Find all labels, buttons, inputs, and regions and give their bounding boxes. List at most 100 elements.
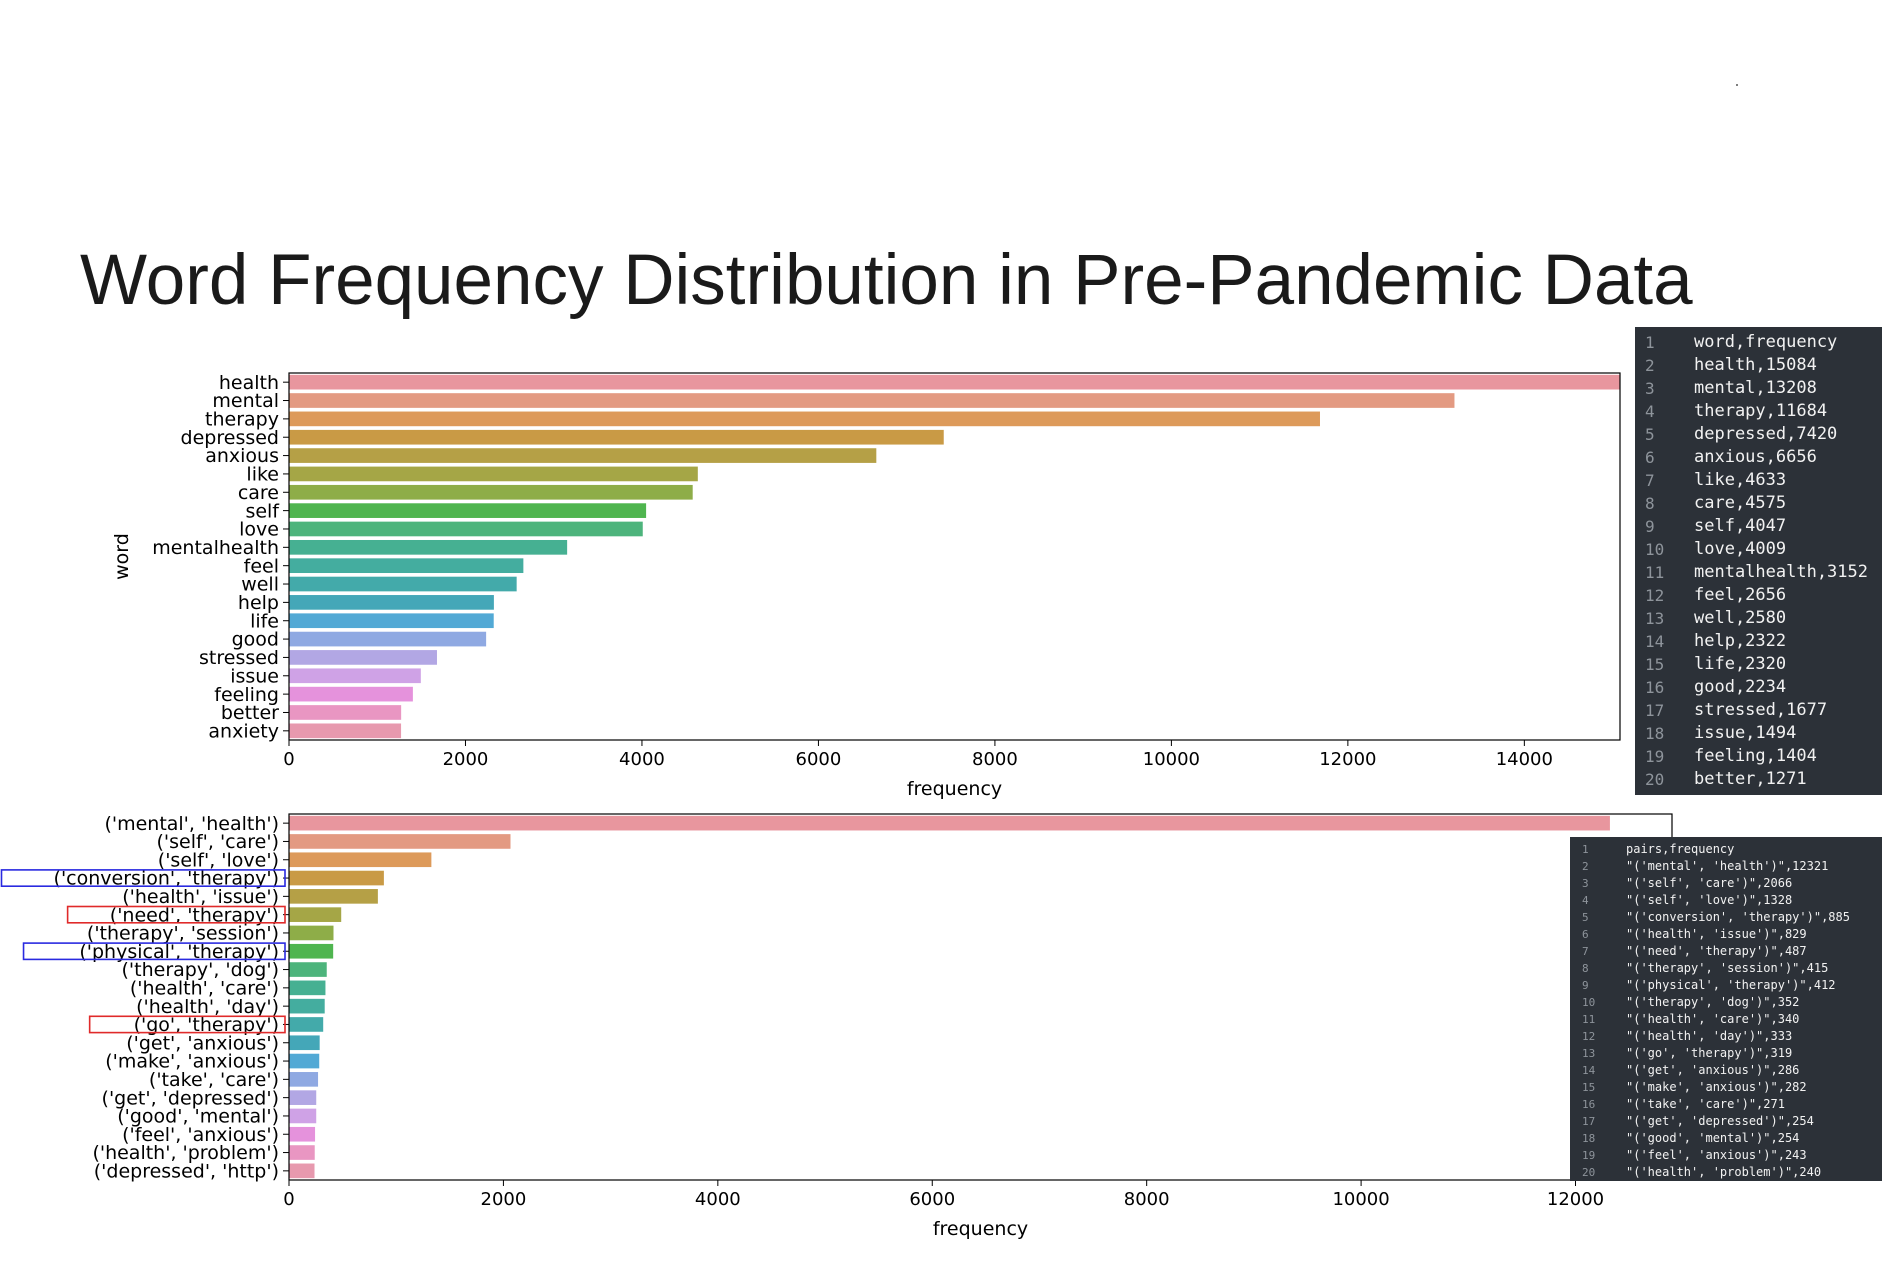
csv-line: 17 stressed,1677 bbox=[1635, 699, 1882, 722]
slide-title: Word Frequency Distribution in Pre-Pande… bbox=[80, 241, 1693, 320]
csv-line-text: "('self', 'care')",2066 bbox=[1626, 876, 1793, 890]
csv-line: 10 love,4009 bbox=[1635, 538, 1882, 561]
bar-1-15 bbox=[289, 1090, 317, 1105]
category-label: mental bbox=[212, 390, 279, 412]
line-number: 3 bbox=[1645, 379, 1655, 398]
x-tick-label: 0 bbox=[283, 749, 294, 770]
line-number: 4 bbox=[1582, 894, 1589, 907]
bar-0-12 bbox=[289, 595, 494, 610]
category-label: ('need', 'therapy') bbox=[110, 904, 279, 926]
line-number: 14 bbox=[1582, 1064, 1596, 1077]
bar-0-19 bbox=[289, 723, 402, 739]
csv-line-text: "('mental', 'health')",12321 bbox=[1626, 859, 1829, 873]
category-label: ('get', 'anxious') bbox=[126, 1032, 279, 1054]
line-number: 9 bbox=[1645, 517, 1655, 536]
bar-1-8 bbox=[289, 962, 327, 977]
bar-0-8 bbox=[289, 521, 643, 537]
x-tick-label: 4000 bbox=[619, 749, 665, 770]
csv-line-text: "('health', 'problem')",240 bbox=[1626, 1165, 1822, 1179]
x-tick-label: 4000 bbox=[695, 1189, 741, 1210]
csv-line: 8 "('therapy', 'session')",415 bbox=[1570, 960, 1882, 977]
line-number: 12 bbox=[1582, 1030, 1596, 1043]
bar-0-13 bbox=[289, 613, 494, 629]
category-label: ('go', 'therapy') bbox=[134, 1014, 279, 1036]
bar-1-16 bbox=[289, 1108, 317, 1124]
bar-1-14 bbox=[289, 1072, 319, 1087]
csv-line: 4 "('self', 'love')",1328 bbox=[1570, 892, 1882, 909]
category-label: ('good', 'mental') bbox=[117, 1106, 279, 1128]
csv-line-text: "('self', 'love')",1328 bbox=[1626, 893, 1793, 907]
csv-line-text: issue,1494 bbox=[1694, 723, 1797, 743]
bar-1-1 bbox=[289, 834, 511, 849]
line-number: 8 bbox=[1645, 494, 1655, 513]
x-tick-label: 2000 bbox=[481, 1189, 527, 1210]
csv-line: 19 feeling,1404 bbox=[1635, 745, 1882, 768]
bar-0-5 bbox=[289, 466, 698, 482]
category-label: help bbox=[238, 592, 279, 614]
csv-line-text: "('health', 'issue')",829 bbox=[1626, 927, 1807, 941]
bar-1-0 bbox=[289, 815, 1610, 831]
csv-line: 3 "('self', 'care')",2066 bbox=[1570, 875, 1882, 892]
csv-line-text: word,frequency bbox=[1694, 332, 1838, 352]
bar-1-11 bbox=[289, 1017, 324, 1032]
category-label: anxious bbox=[205, 445, 279, 467]
category-label: ('self', 'care') bbox=[156, 831, 279, 853]
highlight-box-1-0 bbox=[0, 869, 286, 888]
csv-line: 16 good,2234 bbox=[1635, 676, 1882, 699]
csv-line: 12 feel,2656 bbox=[1635, 584, 1882, 607]
csv-line-text: life,2320 bbox=[1694, 654, 1787, 674]
bar-1-18 bbox=[289, 1145, 315, 1160]
csv-line-text: "('take', 'care')",271 bbox=[1626, 1097, 1785, 1111]
csv-line-text: "('therapy', 'session')",415 bbox=[1626, 961, 1829, 975]
category-label: well bbox=[241, 574, 279, 596]
csv-line-text: self,4047 bbox=[1694, 516, 1787, 536]
csv-line: 9 self,4047 bbox=[1635, 515, 1882, 538]
csv-line-text: therapy,11684 bbox=[1694, 401, 1828, 421]
bar-1-19 bbox=[289, 1163, 315, 1179]
line-number: 17 bbox=[1582, 1115, 1596, 1128]
bar-1-3 bbox=[289, 870, 384, 886]
bar-0-2 bbox=[289, 411, 1320, 427]
csv-line: 2 health,15084 bbox=[1635, 354, 1882, 377]
line-number: 5 bbox=[1645, 425, 1655, 444]
category-label: ('take', 'care') bbox=[149, 1069, 279, 1091]
csv-line-text: better,1271 bbox=[1694, 769, 1807, 789]
category-label: love bbox=[239, 519, 279, 541]
line-number: 7 bbox=[1645, 471, 1655, 490]
bar-0-6 bbox=[289, 484, 693, 500]
csv-line-text: "('get', 'anxious')",286 bbox=[1626, 1063, 1800, 1077]
line-number: 18 bbox=[1582, 1132, 1596, 1145]
csv-line: 20 better,1271 bbox=[1635, 768, 1882, 791]
bar-1-17 bbox=[289, 1126, 316, 1142]
category-label: therapy bbox=[205, 409, 279, 431]
category-label: stressed bbox=[199, 647, 279, 669]
line-number: 13 bbox=[1582, 1047, 1596, 1060]
csv-line-text: good,2234 bbox=[1694, 677, 1787, 697]
category-label: ('depressed', 'http') bbox=[94, 1161, 279, 1183]
bar-0-15 bbox=[289, 650, 437, 665]
csv-line: 14 "('get', 'anxious')",286 bbox=[1570, 1062, 1882, 1079]
csv-line-text: feel,2656 bbox=[1694, 585, 1787, 605]
line-number: 7 bbox=[1582, 945, 1589, 958]
category-label: ('get', 'depressed') bbox=[102, 1087, 279, 1109]
x-tick-label: 12000 bbox=[1547, 1189, 1604, 1210]
csv-line-text: "('good', 'mental')",254 bbox=[1626, 1131, 1800, 1145]
bar-0-3 bbox=[289, 429, 944, 445]
csv-line: 2 "('mental', 'health')",12321 bbox=[1570, 858, 1882, 875]
category-label: self bbox=[245, 500, 280, 522]
line-number: 11 bbox=[1645, 563, 1665, 582]
line-number: 14 bbox=[1645, 632, 1665, 651]
csv-line-text: mentalhealth,3152 bbox=[1694, 562, 1868, 582]
x-tick-label: 8000 bbox=[1124, 1189, 1170, 1210]
csv-line: 5 depressed,7420 bbox=[1635, 423, 1882, 446]
plot-frame-0 bbox=[288, 372, 1621, 741]
csv-line-text: health,15084 bbox=[1694, 355, 1817, 375]
category-label: ('health', 'problem') bbox=[92, 1142, 279, 1164]
category-label: depressed bbox=[181, 427, 279, 449]
bar-1-4 bbox=[289, 889, 378, 904]
category-label: feeling bbox=[214, 684, 279, 706]
category-label: life bbox=[250, 610, 279, 632]
bar-1-6 bbox=[289, 925, 334, 941]
x-axis-label: frequency bbox=[933, 1218, 1028, 1240]
csv-line: 4 therapy,11684 bbox=[1635, 400, 1882, 423]
